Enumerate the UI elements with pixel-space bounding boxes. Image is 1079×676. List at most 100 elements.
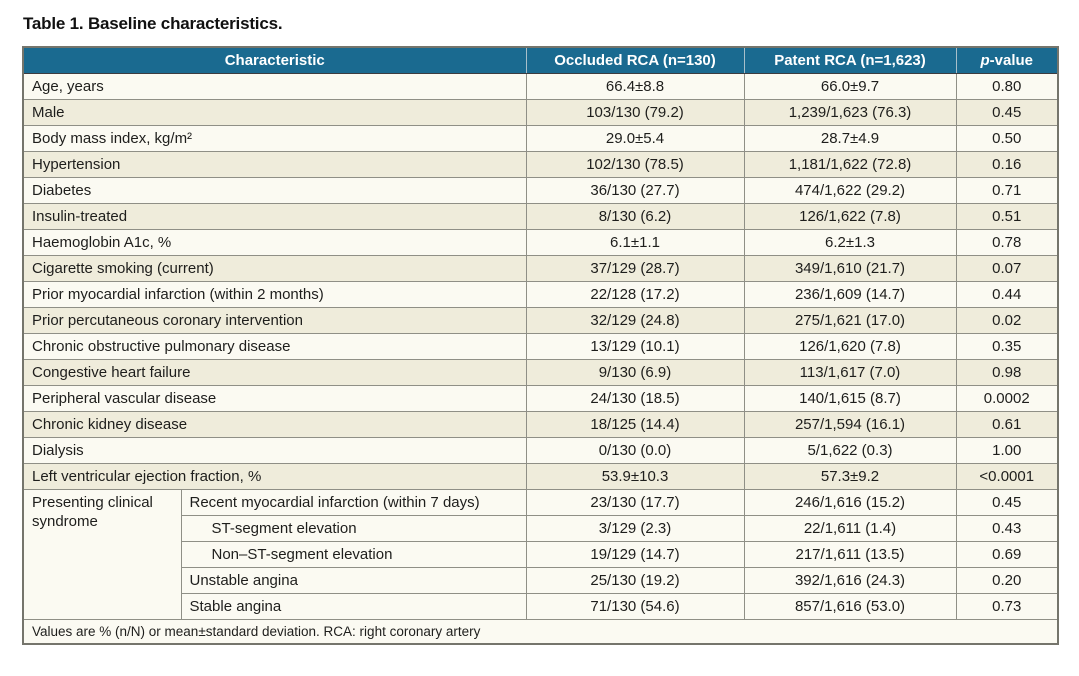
sub-characteristic-cell: ST-segment elevation bbox=[180, 515, 527, 542]
characteristic-cell: Haemoglobin A1c, % bbox=[22, 229, 527, 256]
occluded-cell: 29.0±5.4 bbox=[525, 125, 745, 152]
occluded-cell: 24/130 (18.5) bbox=[525, 385, 745, 412]
header-occluded-rca: Occluded RCA (n=130) bbox=[525, 47, 745, 74]
occluded-cell: 66.4±8.8 bbox=[525, 73, 745, 100]
patent-cell: 126/1,622 (7.8) bbox=[743, 203, 957, 230]
occluded-cell: 23/130 (17.7) bbox=[525, 489, 745, 516]
patent-cell: 140/1,615 (8.7) bbox=[743, 385, 957, 412]
p-value-cell: 0.43 bbox=[955, 515, 1059, 542]
characteristic-cell: Insulin-treated bbox=[22, 203, 527, 230]
p-value-cell: 0.0002 bbox=[955, 385, 1059, 412]
patent-cell: 257/1,594 (16.1) bbox=[743, 411, 957, 438]
table-header: Characteristic Occluded RCA (n=130) Pate… bbox=[23, 47, 1058, 74]
characteristic-cell: Hypertension bbox=[22, 151, 527, 178]
p-value-cell: <0.0001 bbox=[955, 463, 1059, 490]
occluded-cell: 71/130 (54.6) bbox=[525, 593, 745, 620]
table-row: Stable angina 71/130 (54.6) 857/1,616 (5… bbox=[23, 593, 1059, 620]
p-value-cell: 0.51 bbox=[955, 203, 1059, 230]
sub-characteristic-cell: Recent myocardial infarction (within 7 d… bbox=[180, 489, 527, 516]
patent-cell: 1,239/1,623 (76.3) bbox=[743, 99, 957, 126]
occluded-cell: 102/130 (78.5) bbox=[525, 151, 745, 178]
occluded-cell: 9/130 (6.9) bbox=[525, 359, 745, 386]
characteristic-cell: Male bbox=[22, 99, 527, 126]
table-row: Unstable angina 25/130 (19.2) 392/1,616 … bbox=[23, 567, 1059, 594]
occluded-cell: 25/130 (19.2) bbox=[525, 567, 745, 594]
p-value-cell: 0.50 bbox=[955, 125, 1059, 152]
table-row: Diabetes 36/130 (27.7) 474/1,622 (29.2) … bbox=[22, 177, 1059, 204]
header-p-value: p-value bbox=[955, 47, 1058, 74]
p-value-italic-p: p bbox=[980, 51, 990, 69]
table-row: Cigarette smoking (current) 37/129 (28.7… bbox=[22, 255, 1059, 282]
occluded-cell: 36/130 (27.7) bbox=[525, 177, 745, 204]
table-row: ST-segment elevation 3/129 (2.3) 22/1,61… bbox=[23, 515, 1059, 542]
patent-cell: 474/1,622 (29.2) bbox=[743, 177, 957, 204]
patent-cell: 22/1,611 (1.4) bbox=[743, 515, 957, 542]
characteristic-cell: Body mass index, kg/m² bbox=[22, 125, 527, 152]
p-value-cell: 0.71 bbox=[955, 177, 1059, 204]
p-value-cell: 0.16 bbox=[955, 151, 1059, 178]
characteristic-cell: Age, years bbox=[22, 73, 527, 100]
p-value-cell: 0.61 bbox=[955, 411, 1059, 438]
table-row: Non–ST-segment elevation 19/129 (14.7) 2… bbox=[23, 541, 1059, 568]
p-value-cell: 0.73 bbox=[955, 593, 1059, 620]
table-row: Presenting clinical syndrome Recent myoc… bbox=[22, 489, 1059, 620]
patent-cell: 275/1,621 (17.0) bbox=[743, 307, 957, 334]
table-row: Hypertension 102/130 (78.5) 1,181/1,622 … bbox=[22, 151, 1059, 178]
patent-cell: 236/1,609 (14.7) bbox=[743, 281, 957, 308]
patent-cell: 349/1,610 (21.7) bbox=[743, 255, 957, 282]
p-value-cell: 0.20 bbox=[955, 567, 1059, 594]
p-value-cell: 0.45 bbox=[955, 489, 1059, 516]
patent-cell: 246/1,616 (15.2) bbox=[743, 489, 957, 516]
group-label-cell: Presenting clinical syndrome bbox=[22, 489, 182, 620]
table-row: Peripheral vascular disease 24/130 (18.5… bbox=[22, 385, 1059, 412]
header-patent-rca: Patent RCA (n=1,623) bbox=[743, 47, 957, 74]
characteristic-cell: Chronic kidney disease bbox=[22, 411, 527, 438]
table-row: Chronic obstructive pulmonary disease 13… bbox=[22, 333, 1059, 360]
table-row: Haemoglobin A1c, % 6.1±1.1 6.2±1.3 0.78 bbox=[22, 229, 1059, 256]
footnote-row: Values are % (n/N) or mean±standard devi… bbox=[22, 619, 1059, 645]
table-body: Age, years 66.4±8.8 66.0±9.7 0.80 Male 1… bbox=[22, 73, 1059, 645]
patent-cell: 28.7±4.9 bbox=[743, 125, 957, 152]
sub-characteristic-cell: Non–ST-segment elevation bbox=[180, 541, 527, 568]
patent-cell: 113/1,617 (7.0) bbox=[743, 359, 957, 386]
sub-characteristic-cell: Unstable angina bbox=[180, 567, 527, 594]
p-value-cell: 0.78 bbox=[955, 229, 1059, 256]
sub-characteristic-cell: Stable angina bbox=[180, 593, 527, 620]
header-row: Characteristic Occluded RCA (n=130) Pate… bbox=[23, 47, 1058, 74]
table-row: Chronic kidney disease 18/125 (14.4) 257… bbox=[22, 411, 1059, 438]
table-row: Body mass index, kg/m² 29.0±5.4 28.7±4.9… bbox=[22, 125, 1059, 152]
characteristic-cell: Congestive heart failure bbox=[22, 359, 527, 386]
occluded-cell: 37/129 (28.7) bbox=[525, 255, 745, 282]
patent-cell: 1,181/1,622 (72.8) bbox=[743, 151, 957, 178]
patent-cell: 5/1,622 (0.3) bbox=[743, 437, 957, 464]
characteristic-cell: Prior percutaneous coronary intervention bbox=[22, 307, 527, 334]
p-value-cell: 0.02 bbox=[955, 307, 1059, 334]
occluded-cell: 18/125 (14.4) bbox=[525, 411, 745, 438]
table-row: Prior percutaneous coronary intervention… bbox=[22, 307, 1059, 334]
table-row: Age, years 66.4±8.8 66.0±9.7 0.80 bbox=[22, 73, 1059, 100]
occluded-cell: 13/129 (10.1) bbox=[525, 333, 745, 360]
patent-cell: 217/1,611 (13.5) bbox=[743, 541, 957, 568]
patent-cell: 126/1,620 (7.8) bbox=[743, 333, 957, 360]
p-value-cell: 1.00 bbox=[955, 437, 1059, 464]
patent-cell: 66.0±9.7 bbox=[743, 73, 957, 100]
patent-cell: 6.2±1.3 bbox=[743, 229, 957, 256]
table-row: Male 103/130 (79.2) 1,239/1,623 (76.3) 0… bbox=[22, 99, 1059, 126]
p-value-cell: 0.44 bbox=[955, 281, 1059, 308]
occluded-cell: 103/130 (79.2) bbox=[525, 99, 745, 126]
characteristic-cell: Peripheral vascular disease bbox=[22, 385, 527, 412]
header-characteristic: Characteristic bbox=[23, 47, 527, 74]
characteristic-cell: Left ventricular ejection fraction, % bbox=[22, 463, 527, 490]
occluded-cell: 19/129 (14.7) bbox=[525, 541, 745, 568]
table-title: Table 1. Baseline characteristics. bbox=[23, 14, 283, 33]
baseline-characteristics-table: Characteristic Occluded RCA (n=130) Pate… bbox=[22, 46, 1059, 645]
characteristic-cell: Dialysis bbox=[22, 437, 527, 464]
p-value-cell: 0.35 bbox=[955, 333, 1059, 360]
characteristic-cell: Diabetes bbox=[22, 177, 527, 204]
p-value-cell: 0.07 bbox=[955, 255, 1059, 282]
occluded-cell: 32/129 (24.8) bbox=[525, 307, 745, 334]
occluded-cell: 22/128 (17.2) bbox=[525, 281, 745, 308]
p-value-cell: 0.69 bbox=[955, 541, 1059, 568]
occluded-cell: 6.1±1.1 bbox=[525, 229, 745, 256]
occluded-cell: 53.9±10.3 bbox=[525, 463, 745, 490]
